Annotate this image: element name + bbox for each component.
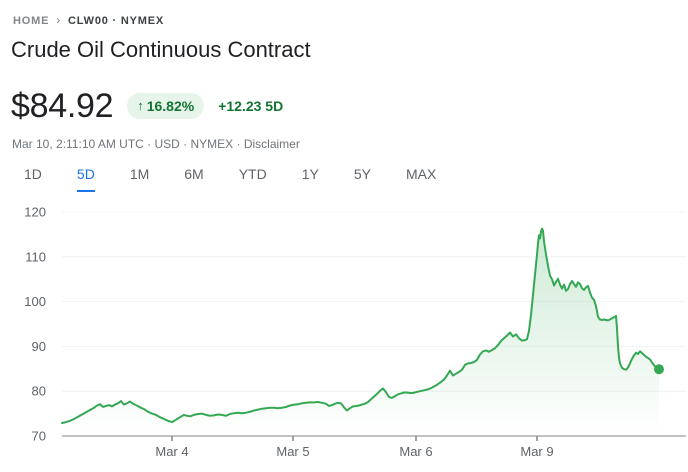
quote-timestamp: Mar 10, 2:11:10 AM UTC · USD · NYMEX ·	[12, 137, 241, 151]
x-axis-label: Mar 5	[276, 444, 309, 459]
y-axis-label: 120	[24, 205, 46, 220]
y-axis-label: 90	[32, 339, 46, 354]
absolute-change: +12.23 5D	[218, 98, 284, 114]
up-arrow-icon: ↑	[137, 98, 144, 113]
percent-change-value: 16.82%	[146, 98, 195, 114]
percent-change-badge: ↑ 16.82%	[127, 93, 205, 119]
x-axis-label: Mar 6	[399, 444, 432, 459]
y-axis-label: 80	[32, 384, 46, 399]
x-axis-label: Mar 9	[520, 444, 553, 459]
x-axis-label: Mar 4	[155, 444, 188, 459]
tab-5y[interactable]: 5Y	[353, 166, 371, 182]
range-tabs: 1D 5D 1M 6M YTD 1Y 5Y MAX	[24, 166, 688, 192]
tab-5d[interactable]: 5D	[76, 166, 95, 192]
disclaimer-link[interactable]: Disclaimer	[243, 137, 300, 151]
tab-1m[interactable]: 1M	[129, 166, 150, 182]
tab-ytd[interactable]: YTD	[238, 166, 267, 182]
price-line	[61, 227, 660, 424]
quote-header: $84.92 ↑ 16.82% +12.23 5D	[11, 84, 688, 128]
tab-1y[interactable]: 1Y	[301, 166, 319, 182]
current-price: $84.92	[11, 86, 114, 125]
tab-max[interactable]: MAX	[405, 166, 437, 182]
breadcrumb: HOME › CLW00 · NYMEX	[0, 0, 688, 28]
tab-1d[interactable]: 1D	[24, 166, 42, 182]
page-title: Crude Oil Continuous Contract	[11, 37, 311, 62]
breadcrumb-symbol: CLW00 · NYMEX	[68, 15, 164, 27]
y-axis-label: 70	[32, 429, 46, 444]
price-area-fill	[62, 228, 659, 436]
tab-6m[interactable]: 6M	[184, 166, 204, 182]
quote-meta: Mar 10, 2:11:10 AM UTC · USD · NYMEX · D…	[12, 137, 688, 151]
breadcrumb-chevron-icon: ›	[56, 13, 61, 27]
price-chart-svg[interactable]: 70 80 90 100 110 120 Mar 4 Mar 5 Mar 6 Mar 9	[0, 197, 688, 472]
y-axis-label: 110	[25, 249, 46, 264]
y-axis-label: 100	[24, 294, 46, 309]
breadcrumb-home-link[interactable]: HOME	[13, 15, 50, 27]
last-price-dot	[654, 364, 664, 375]
